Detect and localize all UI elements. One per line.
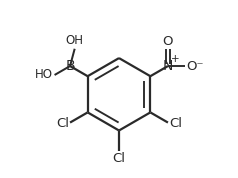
Text: N: N [163,59,173,73]
Text: Cl: Cl [113,152,125,165]
Text: +: + [171,54,180,64]
Text: B: B [65,59,75,73]
Text: O⁻: O⁻ [186,59,204,73]
Text: HO: HO [35,69,53,82]
Text: OH: OH [66,34,84,47]
Text: O: O [163,35,173,48]
Text: Cl: Cl [56,117,69,130]
Text: Cl: Cl [169,117,182,130]
